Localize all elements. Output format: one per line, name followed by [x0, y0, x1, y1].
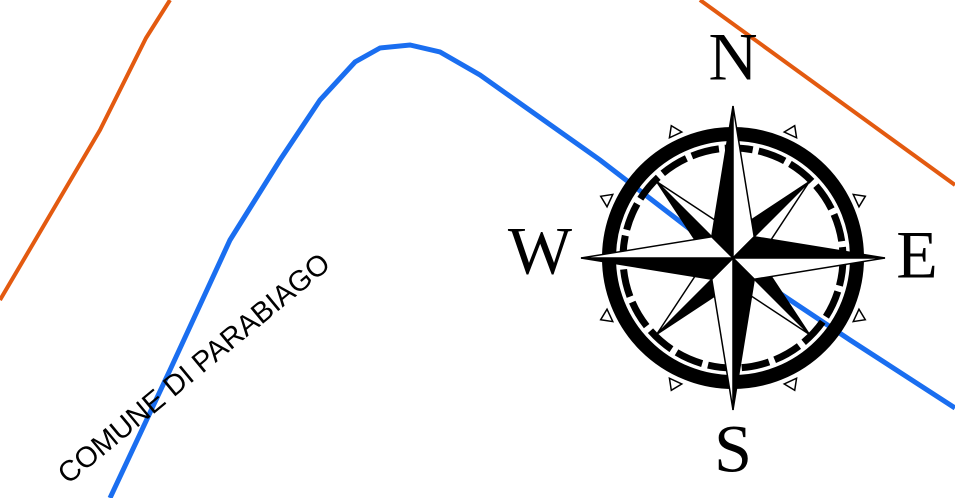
compass-marker [782, 376, 798, 392]
compass-marker [599, 193, 615, 209]
compass-marker [851, 193, 867, 209]
compass-marker [668, 376, 684, 392]
compass-south: S [714, 411, 752, 487]
compass-rose [580, 105, 886, 411]
boundary-line [698, 0, 955, 187]
compass-point-major [580, 235, 735, 259]
compass-marker [782, 124, 798, 140]
compass-east: E [896, 217, 938, 293]
compass-north: N [708, 19, 757, 95]
compass-marker [599, 307, 615, 323]
compass-west: W [508, 213, 573, 289]
boundary-line [0, 0, 172, 302]
compass-marker [668, 124, 684, 140]
compass-marker [851, 307, 867, 323]
